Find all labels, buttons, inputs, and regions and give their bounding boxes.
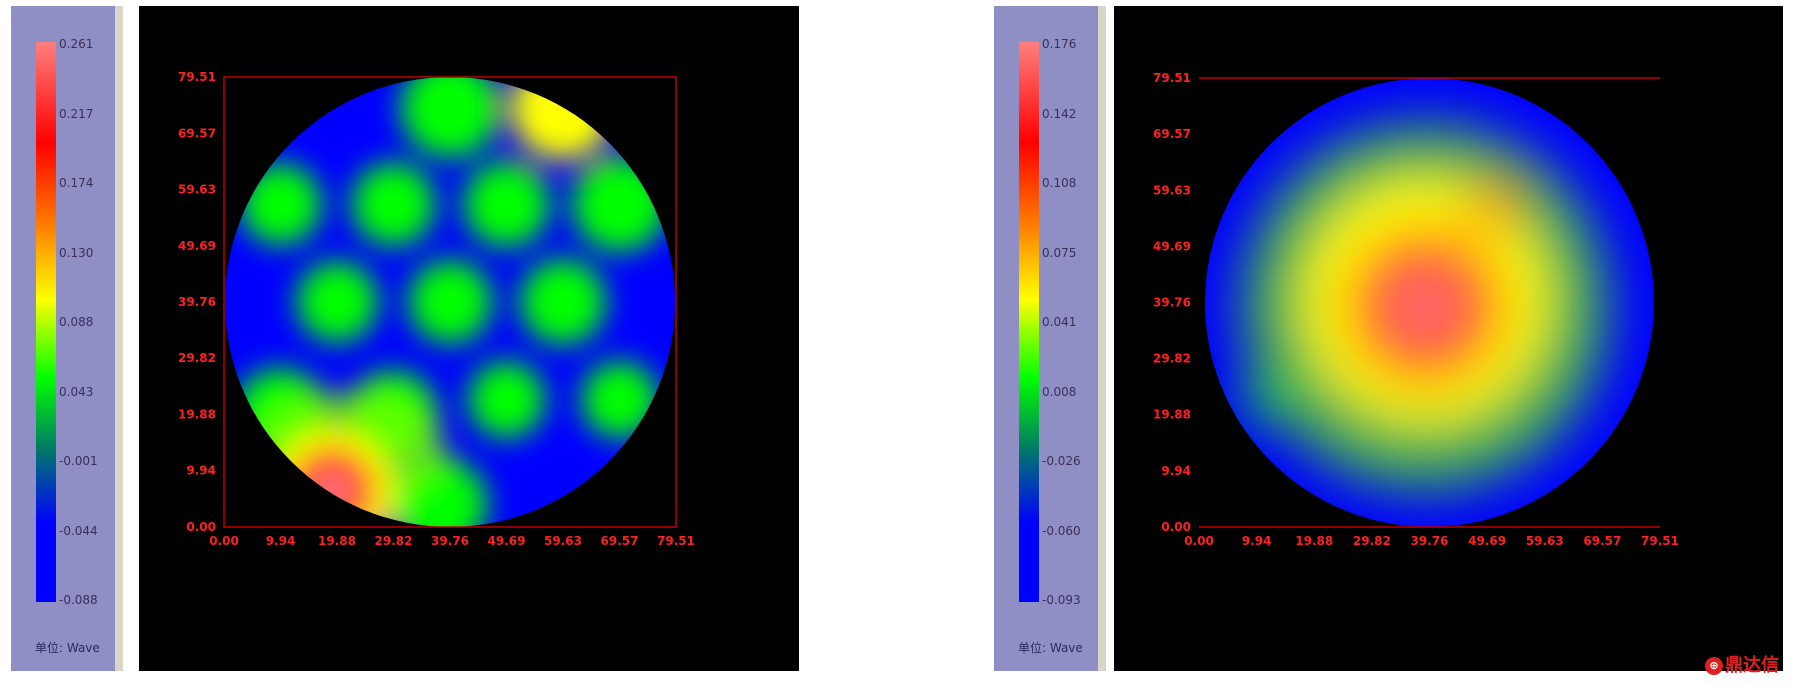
colorbar-tick-label: -0.001 [59, 454, 98, 468]
colorbar-tick-label: 0.088 [59, 315, 94, 329]
x-tick-label: 39.76 [431, 534, 469, 548]
plot-background-left: 0.00 9.94 19.88 29.82 39.76 49.69 59.63 69.57 79… [139, 6, 799, 671]
hotspot-halo [240, 164, 322, 245]
colorbar-tick-label: 0.008 [1042, 384, 1077, 399]
watermark: ⊕ 鼎达信 [1705, 651, 1779, 677]
y-tick-label: 0.00 [1161, 520, 1191, 534]
colorbar-tick-label: 0.043 [59, 384, 94, 399]
hotspot-halo [408, 260, 492, 344]
y-tick-label: 69.57 [178, 126, 216, 140]
heat-layer [312, 470, 353, 511]
x-tick-label: 69.57 [601, 534, 639, 548]
heatmap-left: 0.00 9.94 19.88 29.82 39.76 49.69 59.63 69.57 79… [178, 70, 695, 548]
x-tick-label: 19.88 [1295, 534, 1333, 548]
colorbar-strip-right: 0.176 0.142 0.108 0.075 0.041 0.008 -0.026 -0.0… [994, 6, 1106, 671]
y-tick-label: 39.76 [1153, 295, 1191, 309]
hotspot-halo [400, 77, 500, 158]
hotspot-halo [581, 361, 658, 438]
colorbar-tick-label: 0.130 [59, 245, 94, 260]
watermark-text: 鼎达信 [1725, 655, 1779, 676]
x-tick-label: 19.88 [318, 534, 356, 548]
hotspot-halo [463, 161, 550, 248]
heat-layer [1403, 284, 1448, 329]
heatmap-panel-left: 0.261 0.217 0.174 0.130 0.088 0.043 -0.001 -0.0… [11, 6, 801, 671]
y-tick-label: 59.63 [178, 183, 216, 197]
hotspot-halo [468, 361, 545, 438]
y-tick-label: 29.82 [178, 351, 216, 365]
y-tick-label: 49.69 [1153, 239, 1191, 253]
x-tick-label: 69.57 [1583, 534, 1621, 548]
x-tick-label: 79.51 [1641, 534, 1679, 548]
y-tick-label: 69.57 [1153, 127, 1191, 141]
x-tick-label: 39.76 [1411, 534, 1449, 548]
unit-label-right: 单位: Wave [1018, 641, 1083, 655]
y-tick-label: 9.94 [186, 464, 216, 478]
x-tick-label: 29.82 [1353, 534, 1391, 548]
colorbar-tick-label: -0.044 [59, 523, 98, 538]
hotspot-core [1244, 384, 1281, 421]
y-tick-label: 19.88 [178, 407, 216, 421]
colorbar-tick-label: 0.261 [59, 37, 94, 51]
watermark-logo-icon: ⊕ [1705, 657, 1723, 675]
colorbar-strip-left: 0.261 0.217 0.174 0.130 0.088 0.043 -0.001 -0.0… [11, 6, 123, 671]
x-tick-label: 0.00 [209, 534, 239, 548]
colorbar-tick-label: 0.041 [1042, 315, 1077, 329]
y-tick-label: 39.76 [178, 295, 216, 309]
colorbar-tick-label: -0.093 [1042, 593, 1081, 607]
colorbar-gradient-right [1019, 42, 1039, 602]
x-tick-label: 9.94 [1242, 534, 1272, 548]
colorbar-tick-label: -0.088 [59, 593, 98, 607]
y-tick-label: 0.00 [186, 520, 216, 534]
y-tick-label: 29.82 [1153, 352, 1191, 366]
colorbar-tick-label: -0.060 [1042, 523, 1081, 538]
colorbar-tick-label: -0.026 [1042, 454, 1081, 468]
y-tick-label: 59.63 [1153, 183, 1191, 197]
colorbar-tick-label: 0.142 [1042, 106, 1077, 121]
hotspot-halo [520, 259, 606, 345]
colorbar-tick-label: 0.176 [1042, 37, 1077, 51]
heatmap-panel-right: 0.176 0.142 0.108 0.075 0.041 0.008 -0.026 -0.0… [994, 6, 1783, 671]
x-tick-label: 49.69 [487, 534, 525, 548]
y-tick-label: 19.88 [1153, 408, 1191, 422]
colorbar-tick-label: 0.108 [1042, 176, 1077, 190]
x-tick-label: 59.63 [544, 534, 582, 548]
hotspot-halo [510, 77, 615, 161]
y-tick-label: 79.51 [1153, 71, 1191, 85]
hotspot-halo [572, 157, 667, 252]
colorbar-tick-label: 0.217 [59, 106, 94, 121]
y-tick-label: 9.94 [1161, 464, 1191, 478]
colorbar-gradient-left [36, 42, 56, 602]
hotspot-halo [296, 261, 378, 343]
x-tick-label: 79.51 [657, 534, 695, 548]
unit-label-left: 单位: Wave [35, 641, 100, 655]
heatmap-right: 0.00 9.94 19.88 29.82 39.76 49.69 59.63 69.57 79… [1153, 71, 1679, 548]
x-tick-label: 0.00 [1184, 534, 1214, 548]
hotspot-core [1469, 180, 1520, 230]
x-tick-label: 9.94 [266, 534, 296, 548]
y-tick-label: 49.69 [178, 239, 216, 253]
colorbar-tick-label: 0.075 [1042, 245, 1077, 260]
y-tick-label: 79.51 [178, 70, 216, 84]
plot-frame [223, 76, 677, 528]
colorbar-tick-label: 0.174 [59, 176, 94, 190]
x-tick-label: 59.63 [1526, 534, 1564, 548]
x-tick-label: 49.69 [1468, 534, 1506, 548]
x-tick-label: 29.82 [375, 534, 413, 548]
plot-background-right: 0.00 9.94 19.88 29.82 39.76 49.69 59.63 69.57 79… [1114, 6, 1783, 671]
hotspot-halo [351, 162, 435, 246]
